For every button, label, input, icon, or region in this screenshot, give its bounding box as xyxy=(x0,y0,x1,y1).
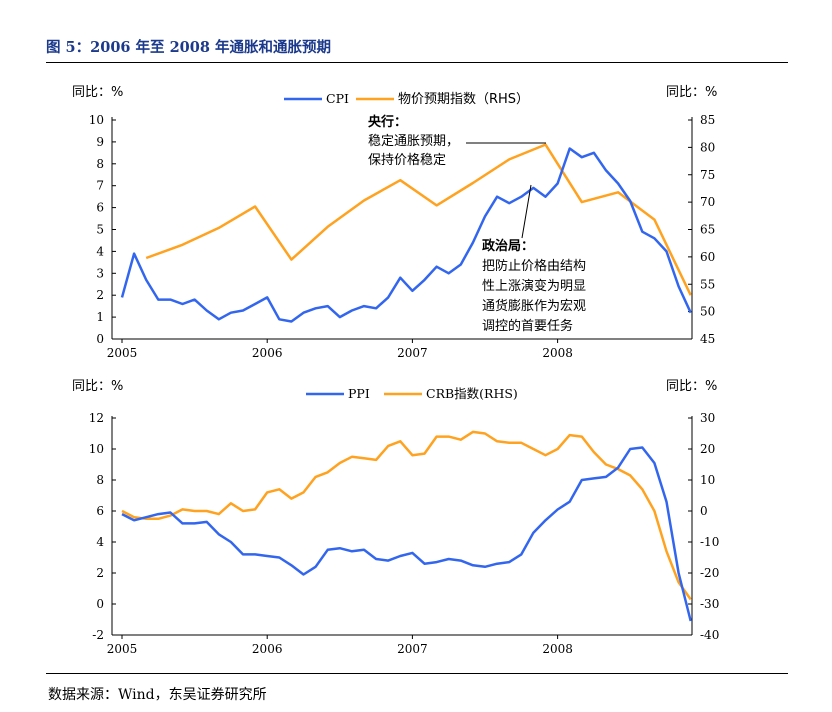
series-line-crb xyxy=(121,430,692,601)
cpi-left-ticks: 0 1 2 3 4 5 6 7 8 9 10 xyxy=(89,113,116,346)
expectation-legend-label: 物价预期指数（RHS） xyxy=(398,92,529,107)
crb-legend-label: CRB指数(RHS) xyxy=(426,386,518,401)
ppi-legend: PPI CRB指数(RHS) xyxy=(306,386,518,401)
annotation-politburo-title: 政治局： xyxy=(482,238,534,254)
series-line-ppi xyxy=(121,446,692,622)
cpi-legend: CPI 物价预期指数（RHS） xyxy=(284,91,529,107)
right-tick-label: 30 xyxy=(700,411,715,425)
left-tick-label: 3 xyxy=(96,266,104,280)
right-tick-label: 65 xyxy=(700,223,715,237)
x-tick-label: 2008 xyxy=(542,346,573,360)
annotation-politburo: 政治局： 把防止价格由结构 性上涨演变为明显 通货膨胀作为宏观 调控的首要任务 xyxy=(482,184,586,334)
x-tick-label: 2008 xyxy=(542,642,573,656)
left-tick-label: 0 xyxy=(96,332,104,346)
right-tick-label: 75 xyxy=(700,168,715,182)
series-line-price-expectation xyxy=(145,143,692,296)
right-tick-label: 45 xyxy=(700,332,715,346)
x-tick-label: 2006 xyxy=(252,642,283,656)
left-tick-label: 8 xyxy=(96,157,104,171)
cpi-legend-label: CPI xyxy=(326,91,349,106)
left-tick-label: 10 xyxy=(89,442,104,456)
left-tick-label: 1 xyxy=(96,310,104,324)
right-tick-label: 20 xyxy=(700,442,715,456)
left-tick-label: 10 xyxy=(89,113,104,127)
left-tick-label: 7 xyxy=(96,179,104,193)
left-tick-label: 6 xyxy=(96,201,104,215)
left-tick-label: 8 xyxy=(96,473,104,487)
right-tick-label: -30 xyxy=(700,597,719,611)
cpi-right-ticks: 45 50 55 60 65 70 75 80 85 xyxy=(688,113,715,346)
left-tick-label: 5 xyxy=(96,223,104,237)
source-note: 数据来源：Wind，东吴证券研究所 xyxy=(48,687,267,703)
annotation-politburo-line-1: 把防止价格由结构 xyxy=(482,258,586,274)
left-tick-label: -2 xyxy=(92,628,104,642)
annotation-politburo-line-4: 调控的首要任务 xyxy=(482,318,573,334)
ppi-left-unit: 同比：% xyxy=(72,379,123,394)
annotation-central-bank-line-1: 稳定通胀预期， xyxy=(368,133,459,149)
ppi-legend-label: PPI xyxy=(348,386,370,401)
left-tick-label: 12 xyxy=(89,411,104,425)
x-tick-label: 2006 xyxy=(252,346,283,360)
right-tick-label: 50 xyxy=(700,305,715,319)
cpi-x-ticks: 2005 2006 2007 2008 xyxy=(107,339,573,360)
left-tick-label: 0 xyxy=(96,597,104,611)
right-tick-label: -40 xyxy=(700,628,719,642)
right-tick-label: 10 xyxy=(700,473,715,487)
x-tick-label: 2007 xyxy=(397,346,428,360)
x-tick-label: 2005 xyxy=(107,642,138,656)
right-tick-label: -20 xyxy=(700,566,719,580)
cpi-left-unit: 同比：% xyxy=(72,85,123,100)
annotation-central-bank-line-2: 保持价格稳定 xyxy=(368,152,446,168)
right-tick-label: 0 xyxy=(700,504,708,518)
ppi-left-ticks: -2 0 2 4 6 8 10 12 xyxy=(89,411,116,642)
figure-title: 图 5：2006 年至 2008 年通胀和通胀预期 xyxy=(46,39,331,56)
right-tick-label: -10 xyxy=(700,535,719,549)
cpi-right-unit: 同比：% xyxy=(666,85,717,100)
x-tick-label: 2005 xyxy=(107,346,138,360)
annotation-politburo-leader xyxy=(521,184,532,239)
annotation-central-bank: 央行： 稳定通胀预期， 保持价格稳定 xyxy=(368,114,546,168)
ppi-right-unit: 同比：% xyxy=(666,379,717,394)
ppi-right-ticks: -40 -30 -20 -10 0 10 20 30 xyxy=(688,411,719,642)
ppi-x-ticks: 2005 2006 2007 2008 xyxy=(107,635,573,656)
left-tick-label: 9 xyxy=(96,135,104,149)
annotation-central-bank-title: 央行： xyxy=(368,114,407,130)
right-tick-label: 80 xyxy=(700,140,715,154)
right-tick-label: 60 xyxy=(700,250,715,264)
annotation-politburo-line-2: 性上涨演变为明显 xyxy=(482,278,586,294)
title-rule xyxy=(46,62,788,63)
source-rule xyxy=(46,673,788,674)
left-tick-label: 2 xyxy=(96,288,104,302)
x-tick-label: 2007 xyxy=(397,642,428,656)
series-line-cpi xyxy=(120,147,692,323)
left-tick-label: 4 xyxy=(96,244,104,258)
annotation-politburo-line-3: 通货膨胀作为宏观 xyxy=(482,298,586,314)
right-tick-label: 55 xyxy=(700,277,715,291)
right-tick-label: 85 xyxy=(700,113,715,127)
right-tick-label: 70 xyxy=(700,195,715,209)
left-tick-label: 4 xyxy=(96,535,104,549)
left-tick-label: 2 xyxy=(96,566,104,580)
left-tick-label: 6 xyxy=(96,504,104,518)
